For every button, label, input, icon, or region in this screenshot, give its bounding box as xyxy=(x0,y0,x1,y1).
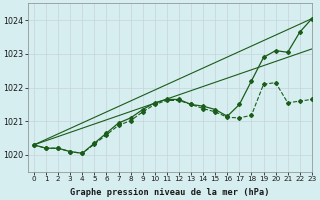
X-axis label: Graphe pression niveau de la mer (hPa): Graphe pression niveau de la mer (hPa) xyxy=(70,188,270,197)
